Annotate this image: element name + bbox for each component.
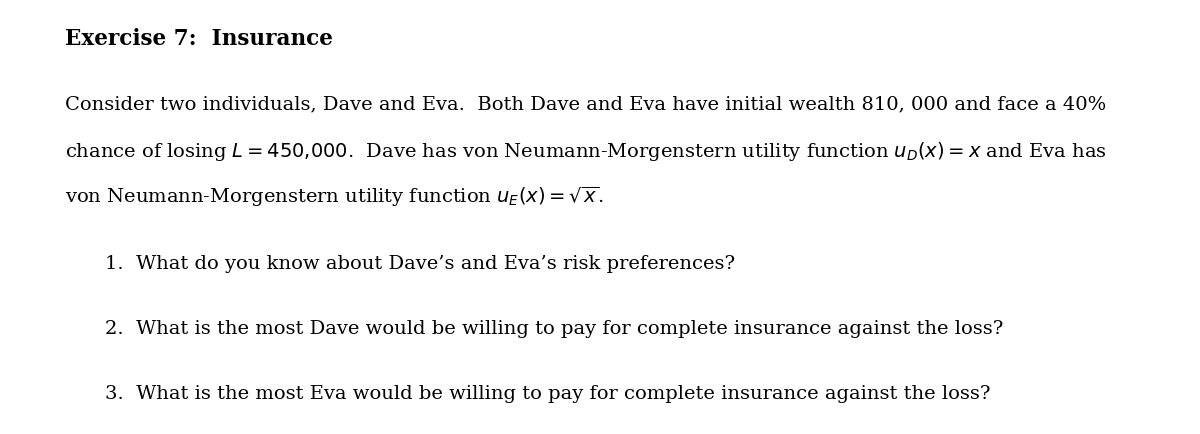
- Text: 1.  What do you know about Dave’s and Eva’s risk preferences?: 1. What do you know about Dave’s and Eva…: [106, 254, 736, 273]
- Text: Exercise 7:  Insurance: Exercise 7: Insurance: [65, 28, 332, 50]
- Text: von Neumann-Morgenstern utility function $u_E(x) = \sqrt{x}$.: von Neumann-Morgenstern utility function…: [65, 184, 604, 209]
- Text: chance of losing $L = 450{,}000$.  Dave has von Neumann-Morgenstern utility func: chance of losing $L = 450{,}000$. Dave h…: [65, 140, 1106, 163]
- Text: 3.  What is the most Eva would be willing to pay for complete insurance against : 3. What is the most Eva would be willing…: [106, 384, 990, 402]
- Text: Consider two individuals, Dave and Eva.  Both Dave and Eva have initial wealth 8: Consider two individuals, Dave and Eva. …: [65, 95, 1106, 113]
- Text: 2.  What is the most Dave would be willing to pay for complete insurance against: 2. What is the most Dave would be willin…: [106, 319, 1003, 337]
